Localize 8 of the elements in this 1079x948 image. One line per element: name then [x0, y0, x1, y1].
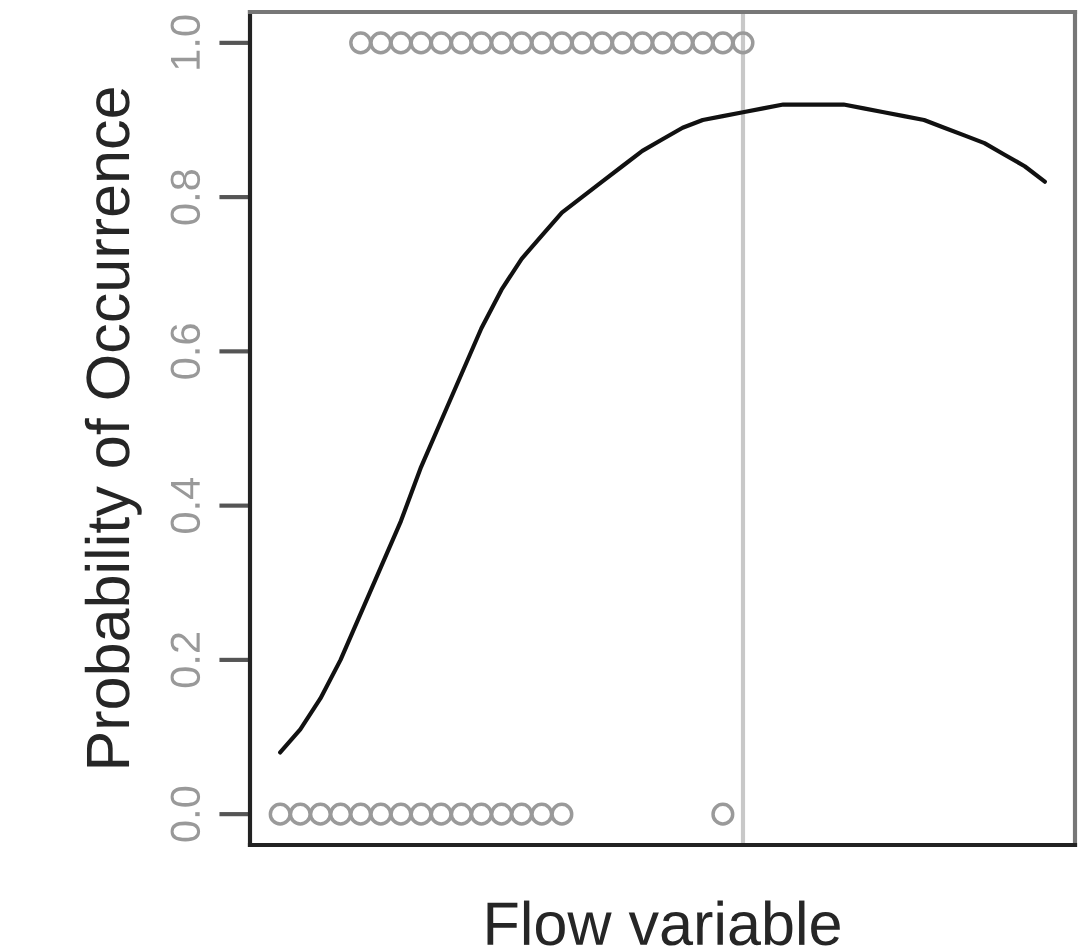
- y-tick-label: 0.2: [170, 633, 201, 688]
- y-tick-label: 0.0: [170, 786, 201, 842]
- y-tick-label: 0.6: [170, 324, 201, 379]
- x-axis-title: Flow variable: [487, 900, 840, 946]
- y-tick-label: 1.0: [170, 15, 201, 69]
- y-tick-label: 0.4: [170, 477, 201, 533]
- y-tick-label: 0.8: [170, 169, 201, 225]
- y-axis-title: Probability of Occurrence: [84, 88, 142, 767]
